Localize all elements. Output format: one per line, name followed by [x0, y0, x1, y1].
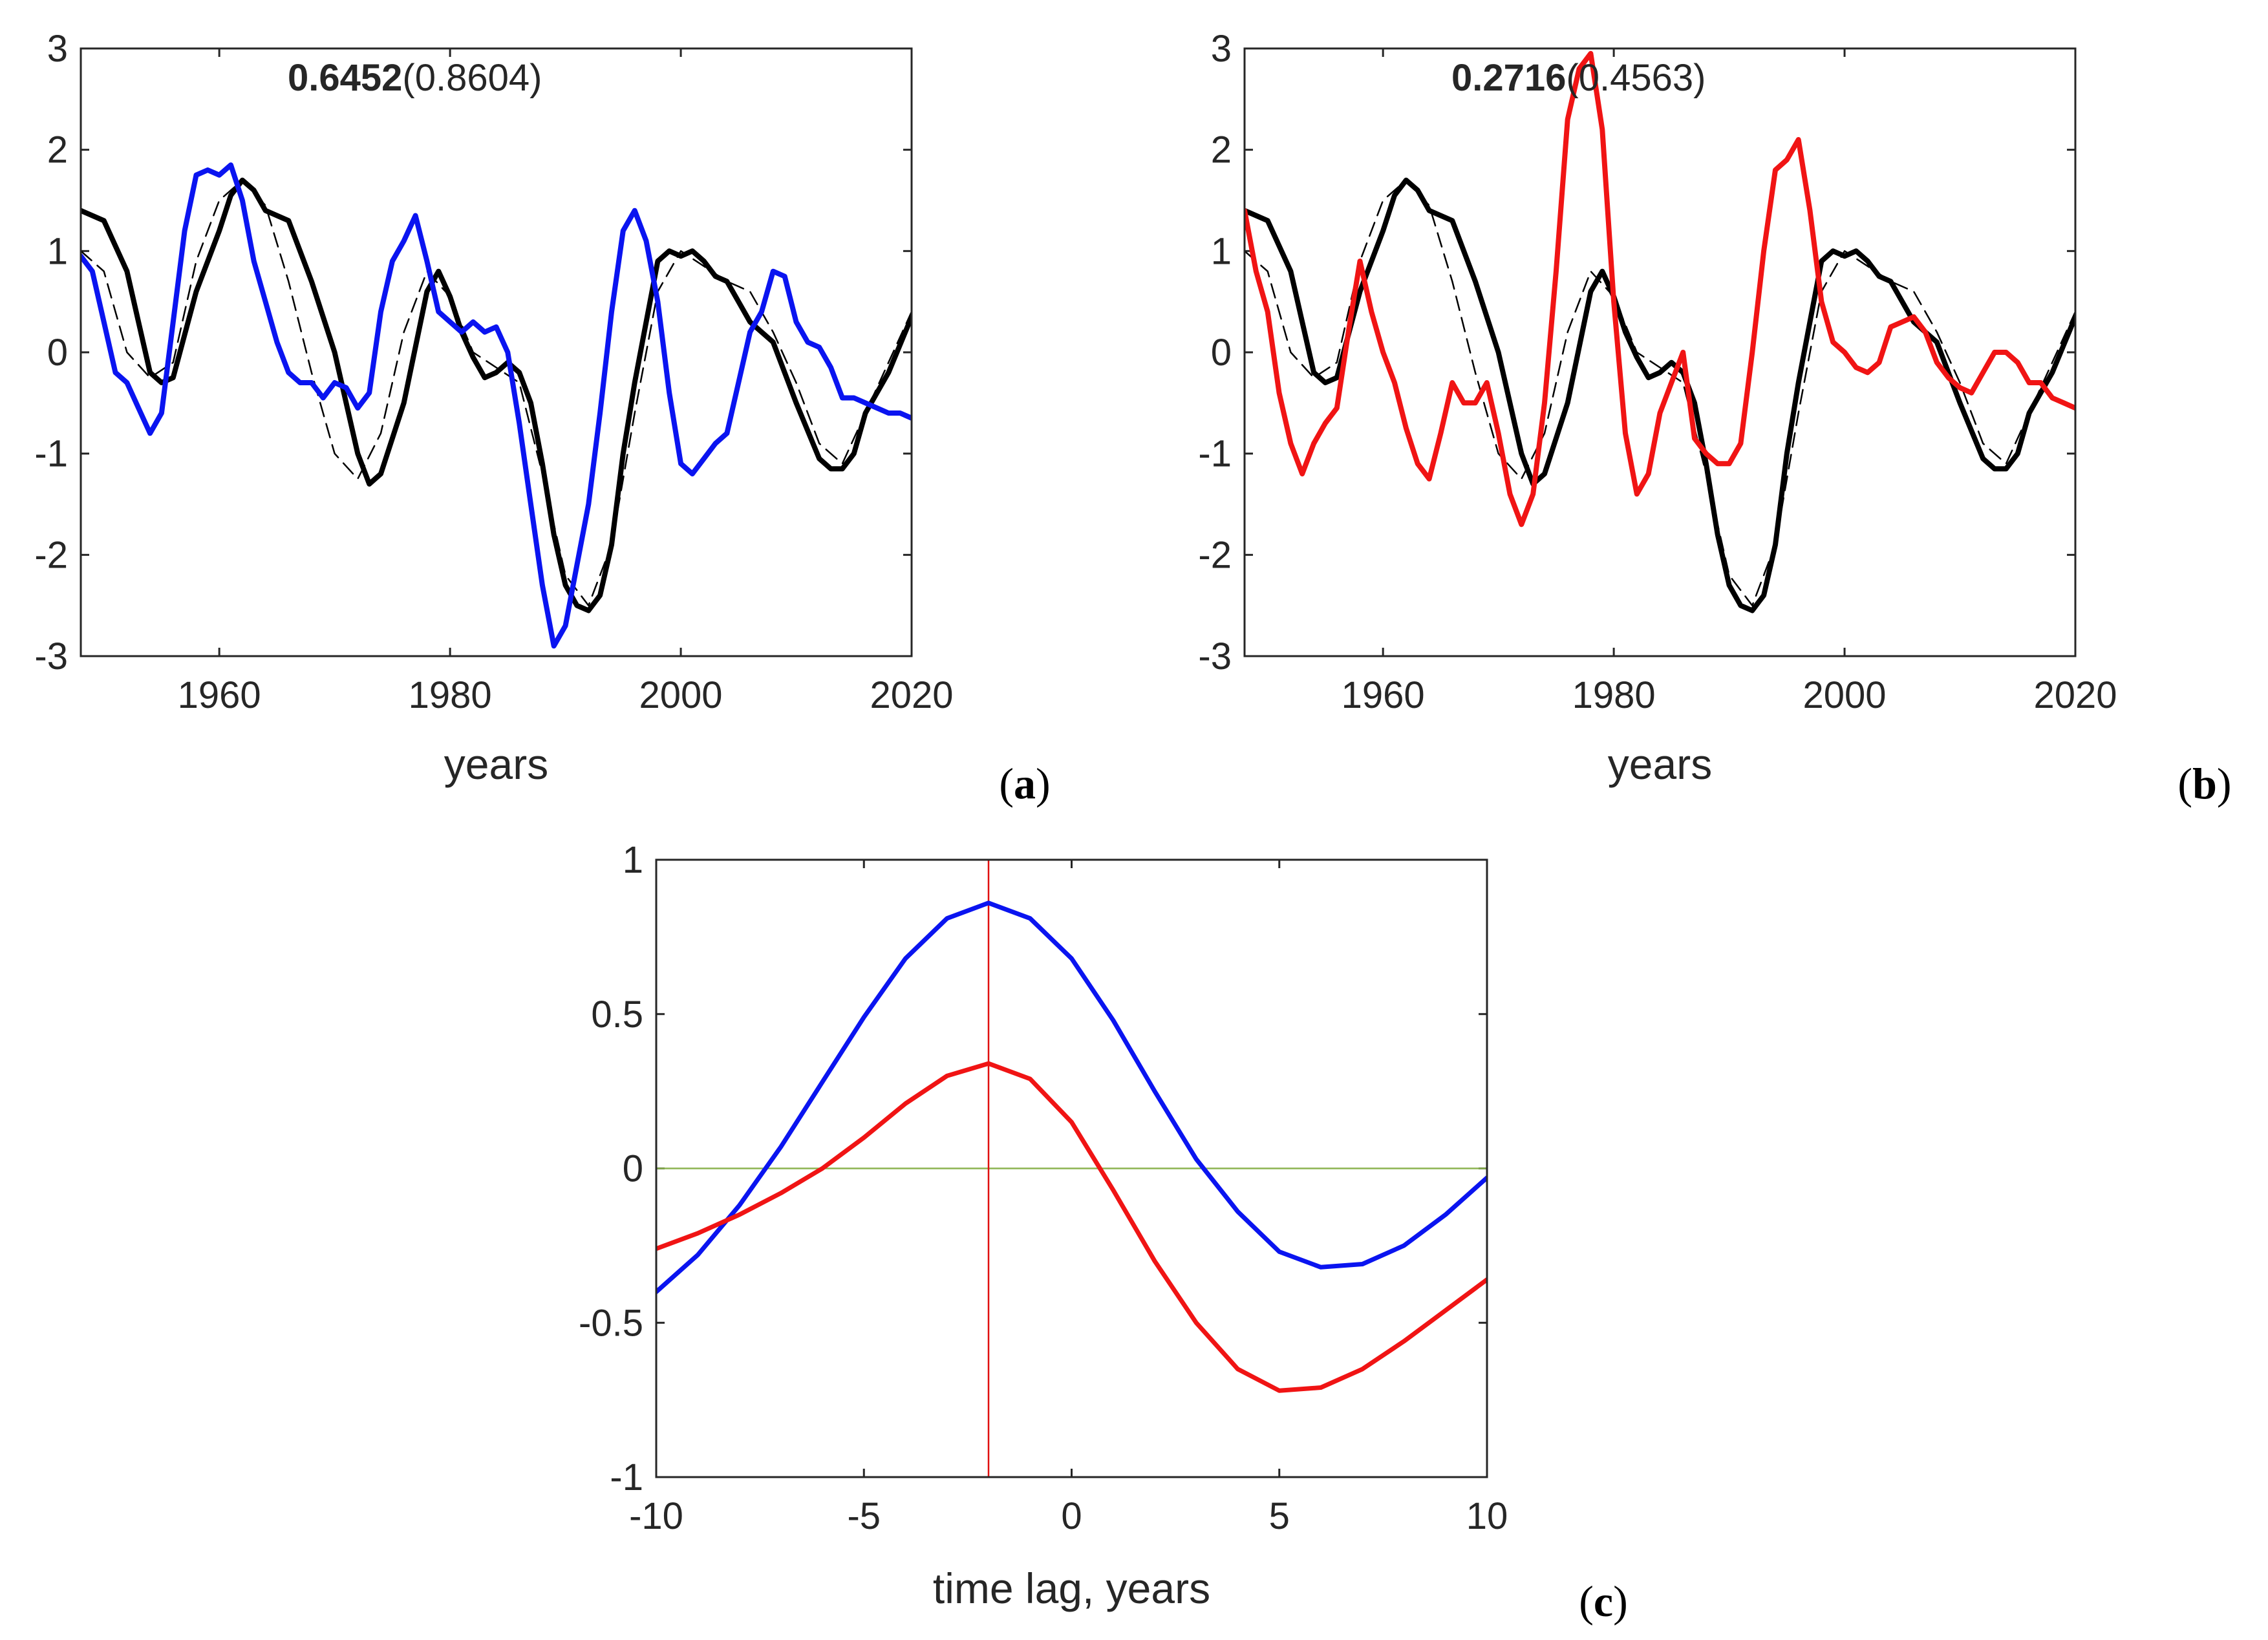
plot-area	[1245, 50, 2075, 613]
x-tick-label: -10	[629, 1495, 683, 1537]
series-line-sinusoid	[1245, 179, 2075, 606]
panel-label-part: (	[2177, 759, 2192, 808]
y-tick-label: -3	[1198, 635, 1232, 677]
y-tick-label: 1	[623, 839, 643, 881]
panel-label-part: )	[1036, 759, 1051, 808]
chart-panel-a: 1960 1980 2000 2020 -3 -2 -1 0 1 2 3 0.6452(0.8604)…	[34, 28, 1050, 808]
x-tick-label: 1980	[409, 674, 492, 716]
chart-panel-c: -10 -5 0 5 10 -1 -0.5 0 0.5 1 time lag, years (c)	[579, 839, 1628, 1626]
x-tick-label: 2000	[639, 674, 723, 716]
x-tick-label: 2020	[870, 674, 953, 716]
y-tick-label: 0	[623, 1148, 643, 1190]
y-tick-label: 1	[1211, 230, 1232, 272]
series-line-blue	[656, 900, 1487, 1294]
panel-label-part: (	[1579, 1577, 1594, 1626]
x-axis-label: time lag, years	[933, 1564, 1210, 1612]
y-tick-label: 0.5	[591, 994, 643, 1036]
panel-label: (a)	[999, 759, 1050, 808]
y-tick-label: 3	[1211, 28, 1232, 70]
y-tick-label: -1	[1198, 433, 1232, 475]
y-tick-label: -0.5	[579, 1302, 643, 1344]
y-tick-label: 2	[1211, 129, 1232, 171]
plot-area	[656, 860, 1487, 1477]
y-tick-label: 3	[47, 28, 68, 70]
x-axis-label: years	[444, 740, 548, 788]
series-line-reference	[1245, 177, 2075, 613]
y-tick-label: -1	[34, 433, 68, 475]
correlation-parenthetical: (0.4563)	[1566, 57, 1706, 99]
panel-label-part: a	[1014, 759, 1036, 808]
series-line-index	[81, 162, 912, 649]
series-line-index	[1245, 50, 2075, 527]
panel-label-part: )	[2217, 759, 2232, 808]
x-tick-label: 0	[1061, 1495, 1082, 1537]
y-tick-label: 1	[47, 230, 68, 272]
correlation-bold: 0.2716	[1451, 57, 1566, 99]
panel-label: (c)	[1579, 1577, 1628, 1626]
plot-area	[81, 162, 912, 649]
plot-frame	[1243, 47, 2077, 657]
plot-frame	[80, 47, 913, 657]
chart-panel-b: 1960 1980 2000 2020 -3 -2 -1 0 1 2 3 0.2716(0.4563)…	[1198, 28, 2231, 808]
y-tick-label: 0	[47, 332, 68, 374]
plot-frame	[655, 858, 1488, 1478]
correlation-parenthetical: (0.8604)	[402, 57, 542, 99]
x-tick-label: 2000	[1803, 674, 1887, 716]
panel-label-part: (	[999, 759, 1014, 808]
series-line-reference	[81, 177, 912, 613]
series-line-sinusoid	[81, 179, 912, 606]
y-tick-label: -3	[34, 635, 68, 677]
y-tick-label: -2	[1198, 534, 1232, 576]
x-tick-label: 1980	[1572, 674, 1656, 716]
y-tick-label: 0	[1211, 332, 1232, 374]
y-tick-label: 2	[47, 129, 68, 171]
panel-label-part: b	[2192, 759, 2217, 808]
correlation-annotation: 0.6452(0.8604)	[288, 57, 542, 99]
x-tick-label: -5	[847, 1495, 881, 1537]
x-tick-label: 5	[1269, 1495, 1290, 1537]
x-tick-label: 1960	[178, 674, 261, 716]
panel-label-part: )	[1613, 1577, 1628, 1626]
panel-label-part: c	[1594, 1577, 1613, 1626]
x-tick-label: 2020	[2033, 674, 2117, 716]
x-tick-label: 1960	[1342, 674, 1425, 716]
y-tick-label: -1	[610, 1456, 643, 1498]
x-axis-label: years	[1608, 740, 1712, 788]
series-line-red	[656, 1061, 1487, 1393]
x-tick-label: 10	[1466, 1495, 1508, 1537]
correlation-annotation: 0.2716(0.4563)	[1451, 57, 1706, 99]
panel-label: (b)	[2177, 759, 2231, 808]
correlation-bold: 0.6452	[288, 57, 402, 99]
y-tick-label: -2	[34, 534, 68, 576]
